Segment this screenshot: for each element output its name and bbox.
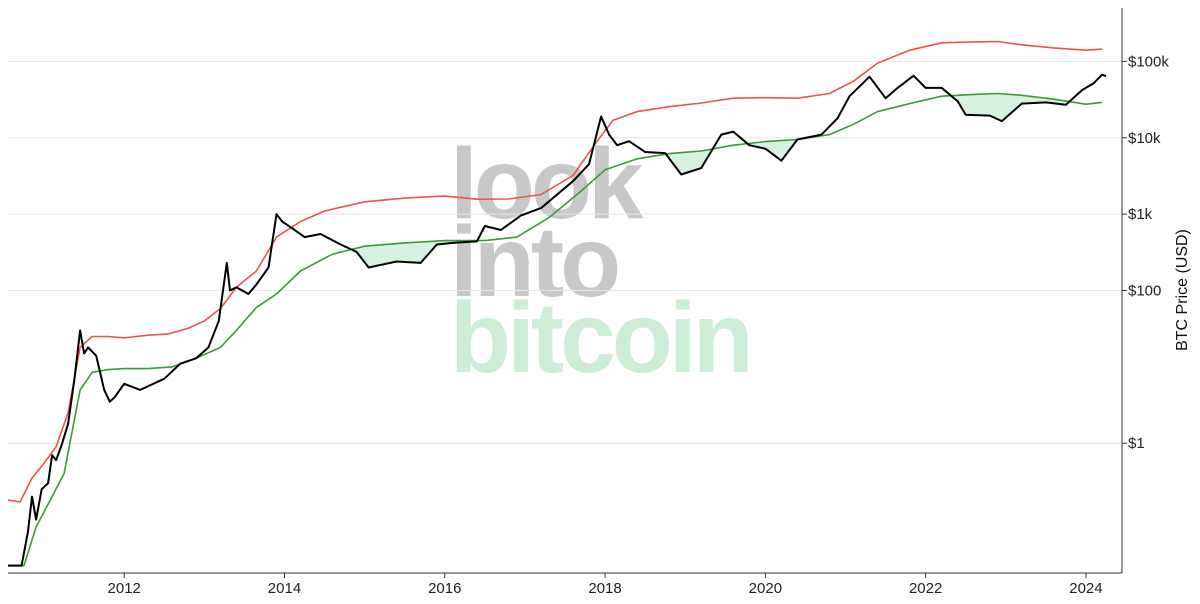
watermark-bitcoin: bitcoin bbox=[450, 282, 750, 394]
y-axis-ticks: $1 $100 $1k $10k $100k bbox=[1122, 53, 1169, 452]
y-tick-label: $100k bbox=[1128, 53, 1169, 70]
y-gridlines bbox=[8, 60, 1122, 444]
btc-price-line bbox=[8, 73, 1107, 567]
upper-band-line bbox=[7, 40, 1103, 503]
watermark: look into bitcoin bbox=[450, 128, 754, 394]
watermark-look: look bbox=[450, 128, 644, 240]
y-tick-label: $1k bbox=[1128, 206, 1153, 223]
x-tick-label: 2022 bbox=[909, 580, 942, 597]
x-tick-label: 2014 bbox=[268, 580, 301, 597]
y-tick-label: $100 bbox=[1128, 283, 1161, 300]
y-tick-label: $1 bbox=[1128, 435, 1145, 452]
x-tick-label: 2016 bbox=[428, 580, 461, 597]
x-axis-ticks: 2012 2014 2016 2018 2020 2022 2024 bbox=[108, 573, 1103, 597]
series-lines bbox=[7, 40, 1107, 567]
lower-band-fill bbox=[351, 93, 1070, 268]
x-tick-label: 2018 bbox=[588, 580, 621, 597]
y-axis-title: BTC Price (USD) bbox=[1174, 229, 1191, 351]
x-tick-label: 2024 bbox=[1069, 580, 1102, 597]
y-tick-label: $10k bbox=[1128, 130, 1161, 147]
x-tick-label: 2020 bbox=[749, 580, 782, 597]
x-tick-label: 2012 bbox=[108, 580, 141, 597]
lower-band-line bbox=[8, 92, 1103, 567]
